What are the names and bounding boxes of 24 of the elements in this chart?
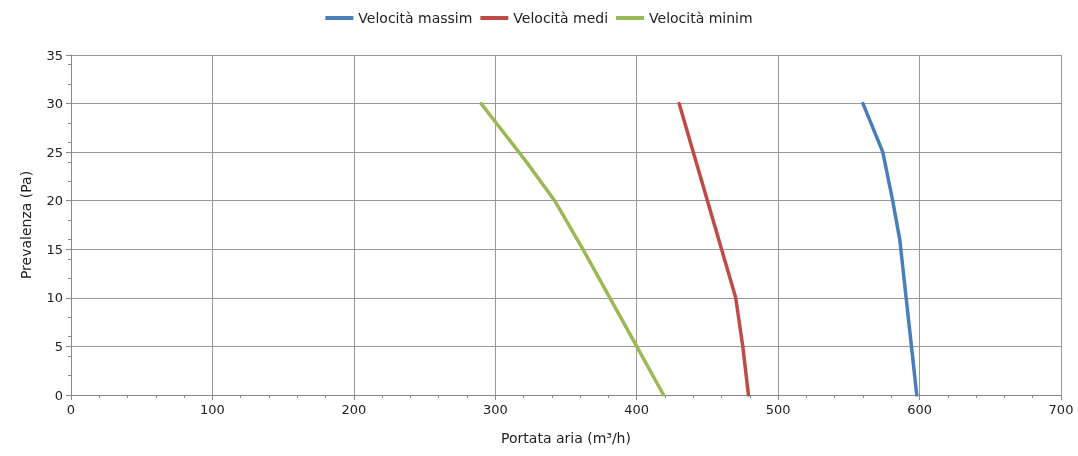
y-tick-label: 10 — [46, 290, 63, 306]
legend-label: Velocità medi — [513, 10, 609, 26]
y-tick-label: 25 — [46, 144, 63, 160]
x-tick-label: 300 — [482, 402, 508, 417]
y-tick-label: 0 — [54, 387, 63, 403]
x-tick-label: 100 — [200, 402, 225, 417]
x-tick-label: 500 — [765, 402, 791, 417]
x-tick-label: 600 — [907, 402, 932, 417]
y-tick-label: 15 — [46, 241, 63, 257]
y-tick-label: 5 — [54, 338, 63, 354]
y-tick-label: 20 — [46, 193, 63, 209]
line-series — [677, 101, 751, 397]
legend-label: Velocità massim — [358, 10, 473, 26]
x-tick-label: 0 — [66, 402, 76, 417]
x-tick-label: 700 — [1048, 402, 1074, 417]
x-tick-label: 400 — [624, 402, 650, 417]
line-series — [861, 101, 919, 397]
y-axis-title: Prevalenza (Pa) — [18, 170, 34, 280]
y-tick-label: 30 — [46, 96, 63, 112]
legend-label: Velocità minim — [649, 10, 753, 26]
y-tick-label: 35 — [46, 47, 63, 63]
x-axis-title: Portata aria (m³/h) — [501, 430, 631, 446]
x-tick-label: 200 — [341, 402, 367, 417]
line-series — [479, 101, 666, 397]
